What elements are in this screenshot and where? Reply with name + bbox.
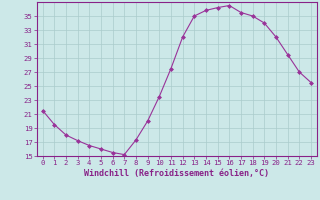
X-axis label: Windchill (Refroidissement éolien,°C): Windchill (Refroidissement éolien,°C)	[84, 169, 269, 178]
